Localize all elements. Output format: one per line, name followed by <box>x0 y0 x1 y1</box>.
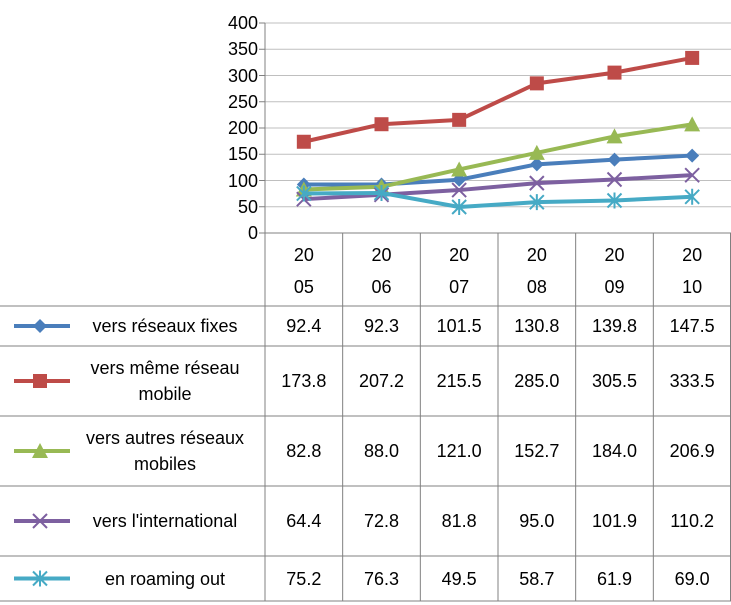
table-value: 64.4 <box>286 511 322 531</box>
table-value: 173.8 <box>281 371 327 391</box>
series-line <box>303 153 693 187</box>
y-tick-label: 350 <box>227 39 258 60</box>
table-value: 305.5 <box>591 371 637 391</box>
legend-label: vers même réseau mobile <box>90 358 240 404</box>
legend-key <box>32 570 48 587</box>
y-tick-label: 300 <box>227 65 258 86</box>
data-point <box>451 161 468 177</box>
x-tick-label: 2008 <box>526 245 547 297</box>
data-point <box>606 128 623 144</box>
table-value: 82.8 <box>286 441 322 461</box>
data-point <box>529 194 545 211</box>
data-point <box>685 148 700 163</box>
x-tick-label: 2010 <box>682 245 703 297</box>
data-point <box>607 152 622 167</box>
y-tick-label: 0 <box>247 223 258 243</box>
data-point <box>374 117 389 132</box>
series-line <box>303 190 693 210</box>
table-value: 92.3 <box>363 316 399 336</box>
table-value: 110.2 <box>670 511 715 531</box>
data-point <box>373 184 390 201</box>
table-value: 49.5 <box>441 568 477 589</box>
table-value: 215.5 <box>436 371 482 391</box>
table-value: 285.0 <box>514 371 560 391</box>
table-value: 76.3 <box>363 568 399 589</box>
table-value: 81.8 <box>441 511 477 531</box>
data-point <box>684 116 701 132</box>
data-point <box>529 76 544 91</box>
data-point <box>685 50 700 65</box>
data-point <box>452 112 467 127</box>
table-value: 184.0 <box>591 441 637 461</box>
series-line <box>303 173 693 202</box>
table-value: 72.8 <box>363 511 399 531</box>
data-point <box>529 175 545 191</box>
table-value: 130.8 <box>514 316 560 336</box>
table-value: 75.2 <box>286 568 322 589</box>
data-point <box>607 65 622 80</box>
data-point <box>451 199 467 216</box>
table-value: 61.9 <box>596 568 632 589</box>
series-line <box>303 55 693 144</box>
table-value: 147.5 <box>669 316 715 336</box>
table-value: 139.8 <box>591 316 637 336</box>
data-point <box>684 167 700 183</box>
table-value: 333.5 <box>669 371 715 391</box>
table-value: 95.0 <box>519 511 555 531</box>
y-tick-label: 100 <box>227 170 258 191</box>
x-tick-label: 2009 <box>604 245 625 297</box>
table-value: 92.4 <box>286 316 322 336</box>
legend-label: vers réseaux fixes <box>92 316 238 336</box>
x-tick-label: 2006 <box>371 245 392 297</box>
data-point <box>684 188 700 205</box>
table-value: 101.9 <box>591 511 637 531</box>
y-tick-label: 50 <box>237 196 258 217</box>
y-tick-label: 150 <box>227 144 258 165</box>
data-point <box>529 157 544 172</box>
legend-key <box>33 374 47 388</box>
x-tick-label: 2007 <box>449 245 470 297</box>
legend-key <box>32 513 48 529</box>
legend-label: vers autres réseaux mobiles <box>85 428 245 474</box>
table-value: 207.2 <box>358 371 404 391</box>
legend-label: vers l'international <box>92 511 238 531</box>
table-value: 69.0 <box>674 568 710 589</box>
data-point <box>296 185 312 202</box>
legend-key <box>33 319 47 333</box>
x-tick-label: 2005 <box>293 245 314 297</box>
table-value: 121.0 <box>436 441 482 461</box>
data-point <box>606 171 623 188</box>
y-tick-label: 250 <box>227 91 258 112</box>
table-value: 152.7 <box>514 441 560 461</box>
table-value: 58.7 <box>519 568 555 589</box>
table-value: 88.0 <box>363 441 399 461</box>
legend-label: en roaming out <box>104 568 226 589</box>
table-value: 206.9 <box>669 441 715 461</box>
table-value: 101.5 <box>436 316 482 336</box>
data-point <box>606 192 623 209</box>
y-tick-label: 400 <box>227 13 258 33</box>
data-point <box>528 144 545 160</box>
series-line <box>303 122 693 192</box>
y-tick-label: 200 <box>227 118 258 138</box>
data-point <box>296 134 311 149</box>
data-point <box>451 182 467 198</box>
legend-key <box>32 443 48 458</box>
